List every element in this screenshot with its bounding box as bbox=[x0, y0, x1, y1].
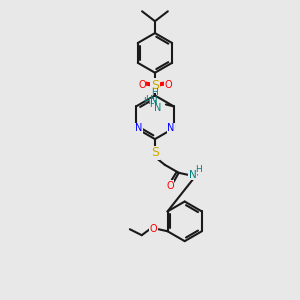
Text: H: H bbox=[149, 100, 156, 109]
Text: O: O bbox=[150, 224, 158, 234]
Text: S: S bbox=[151, 146, 159, 160]
Text: H: H bbox=[145, 95, 152, 104]
Text: O: O bbox=[138, 80, 146, 90]
Text: S: S bbox=[151, 79, 159, 92]
Text: N: N bbox=[154, 103, 162, 113]
Text: N: N bbox=[135, 123, 143, 133]
Text: N: N bbox=[167, 123, 175, 133]
Text: N: N bbox=[150, 97, 158, 106]
Text: O: O bbox=[164, 80, 172, 90]
Text: H: H bbox=[143, 97, 149, 106]
Text: H: H bbox=[195, 165, 202, 174]
Text: N: N bbox=[189, 170, 196, 180]
Text: H: H bbox=[151, 88, 158, 97]
Text: O: O bbox=[166, 181, 174, 191]
